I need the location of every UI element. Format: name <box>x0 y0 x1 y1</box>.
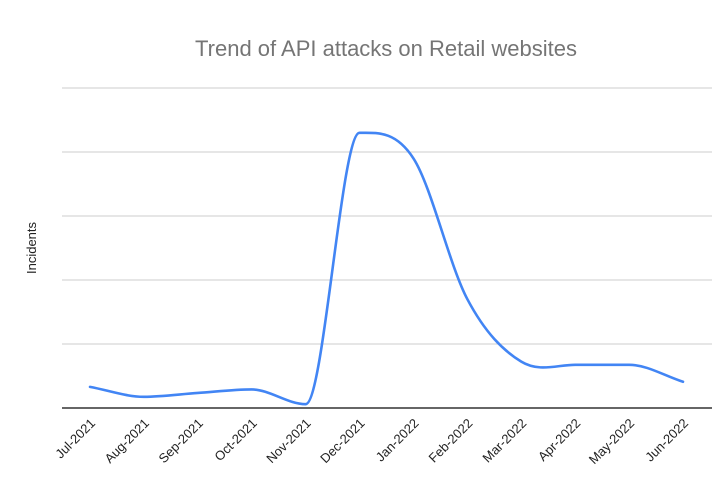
x-tick-label: Apr-2022 <box>535 416 583 464</box>
series-line <box>88 131 685 406</box>
x-tick-label: Jun-2022 <box>642 416 691 465</box>
x-axis-tick-labels: Jul-2021 Aug-2021 Sep-2021 Oct-2021 Nov-2021… <box>52 416 691 467</box>
x-tick-label: Aug-2021 <box>102 416 152 466</box>
x-tick-label: Feb-2022 <box>426 416 476 466</box>
y-axis-title: Incidents <box>24 221 39 274</box>
x-tick-label: Oct-2021 <box>211 416 259 464</box>
chart-title: Trend of API attacks on Retail websites <box>195 36 577 61</box>
x-tick-label: Nov-2021 <box>263 416 313 466</box>
x-tick-label: Jul-2021 <box>52 416 98 462</box>
x-tick-label: Jan-2022 <box>373 416 422 465</box>
series-layer <box>88 131 685 406</box>
x-tick-label: Dec-2021 <box>317 416 367 466</box>
x-tick-label: May-2022 <box>586 416 637 467</box>
x-tick-label: Mar-2022 <box>479 416 529 466</box>
x-tick-label: Sep-2021 <box>155 416 205 466</box>
gridlines <box>62 87 712 345</box>
